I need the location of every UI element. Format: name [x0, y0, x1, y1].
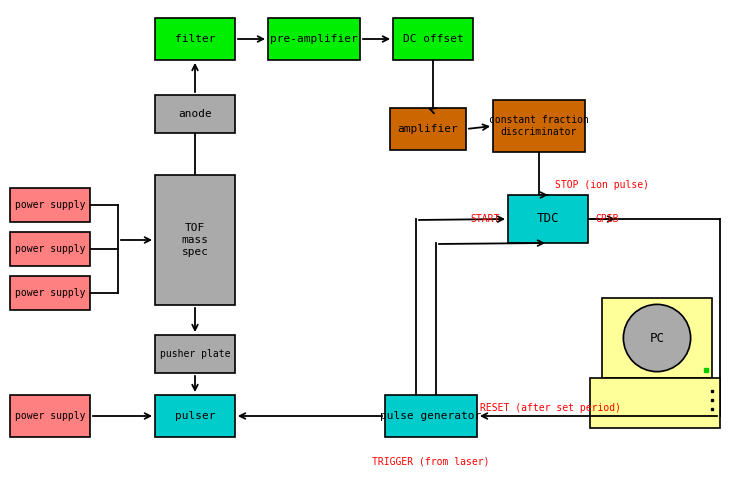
Bar — [602, 298, 712, 378]
Text: RESET (after set period): RESET (after set period) — [480, 403, 621, 413]
Text: pre-amplifier: pre-amplifier — [270, 34, 358, 44]
Text: constant fraction
discriminator: constant fraction discriminator — [489, 115, 589, 137]
Bar — [493, 100, 585, 152]
Bar — [393, 18, 473, 60]
Text: power supply: power supply — [15, 244, 85, 254]
Bar — [508, 195, 588, 243]
Text: PC: PC — [650, 332, 665, 345]
Bar — [10, 276, 90, 310]
Text: pulse generator: pulse generator — [381, 411, 481, 421]
Bar — [10, 232, 90, 266]
Text: amplifier: amplifier — [398, 124, 459, 134]
Circle shape — [623, 304, 690, 371]
Bar — [155, 18, 235, 60]
Bar — [155, 335, 235, 373]
Bar — [268, 18, 360, 60]
Bar — [155, 395, 235, 437]
Text: DC offset: DC offset — [402, 34, 463, 44]
Bar — [390, 108, 466, 150]
Text: TDC: TDC — [537, 213, 559, 226]
Bar — [385, 395, 477, 437]
Text: power supply: power supply — [15, 288, 85, 298]
Bar — [10, 188, 90, 222]
Text: GPIB: GPIB — [595, 214, 618, 224]
Bar — [590, 378, 720, 428]
Text: power supply: power supply — [15, 200, 85, 210]
Text: filter: filter — [174, 34, 215, 44]
Bar — [155, 175, 235, 305]
Text: START: START — [471, 214, 500, 224]
Text: anode: anode — [178, 109, 212, 119]
Text: power supply: power supply — [15, 411, 85, 421]
Bar — [155, 95, 235, 133]
Text: pusher plate: pusher plate — [159, 349, 230, 359]
Text: pulser: pulser — [174, 411, 215, 421]
Text: TRIGGER (from laser): TRIGGER (from laser) — [372, 457, 490, 467]
Text: TOF
mass
spec: TOF mass spec — [181, 223, 208, 257]
Bar — [10, 395, 90, 437]
Text: STOP (ion pulse): STOP (ion pulse) — [555, 180, 649, 190]
